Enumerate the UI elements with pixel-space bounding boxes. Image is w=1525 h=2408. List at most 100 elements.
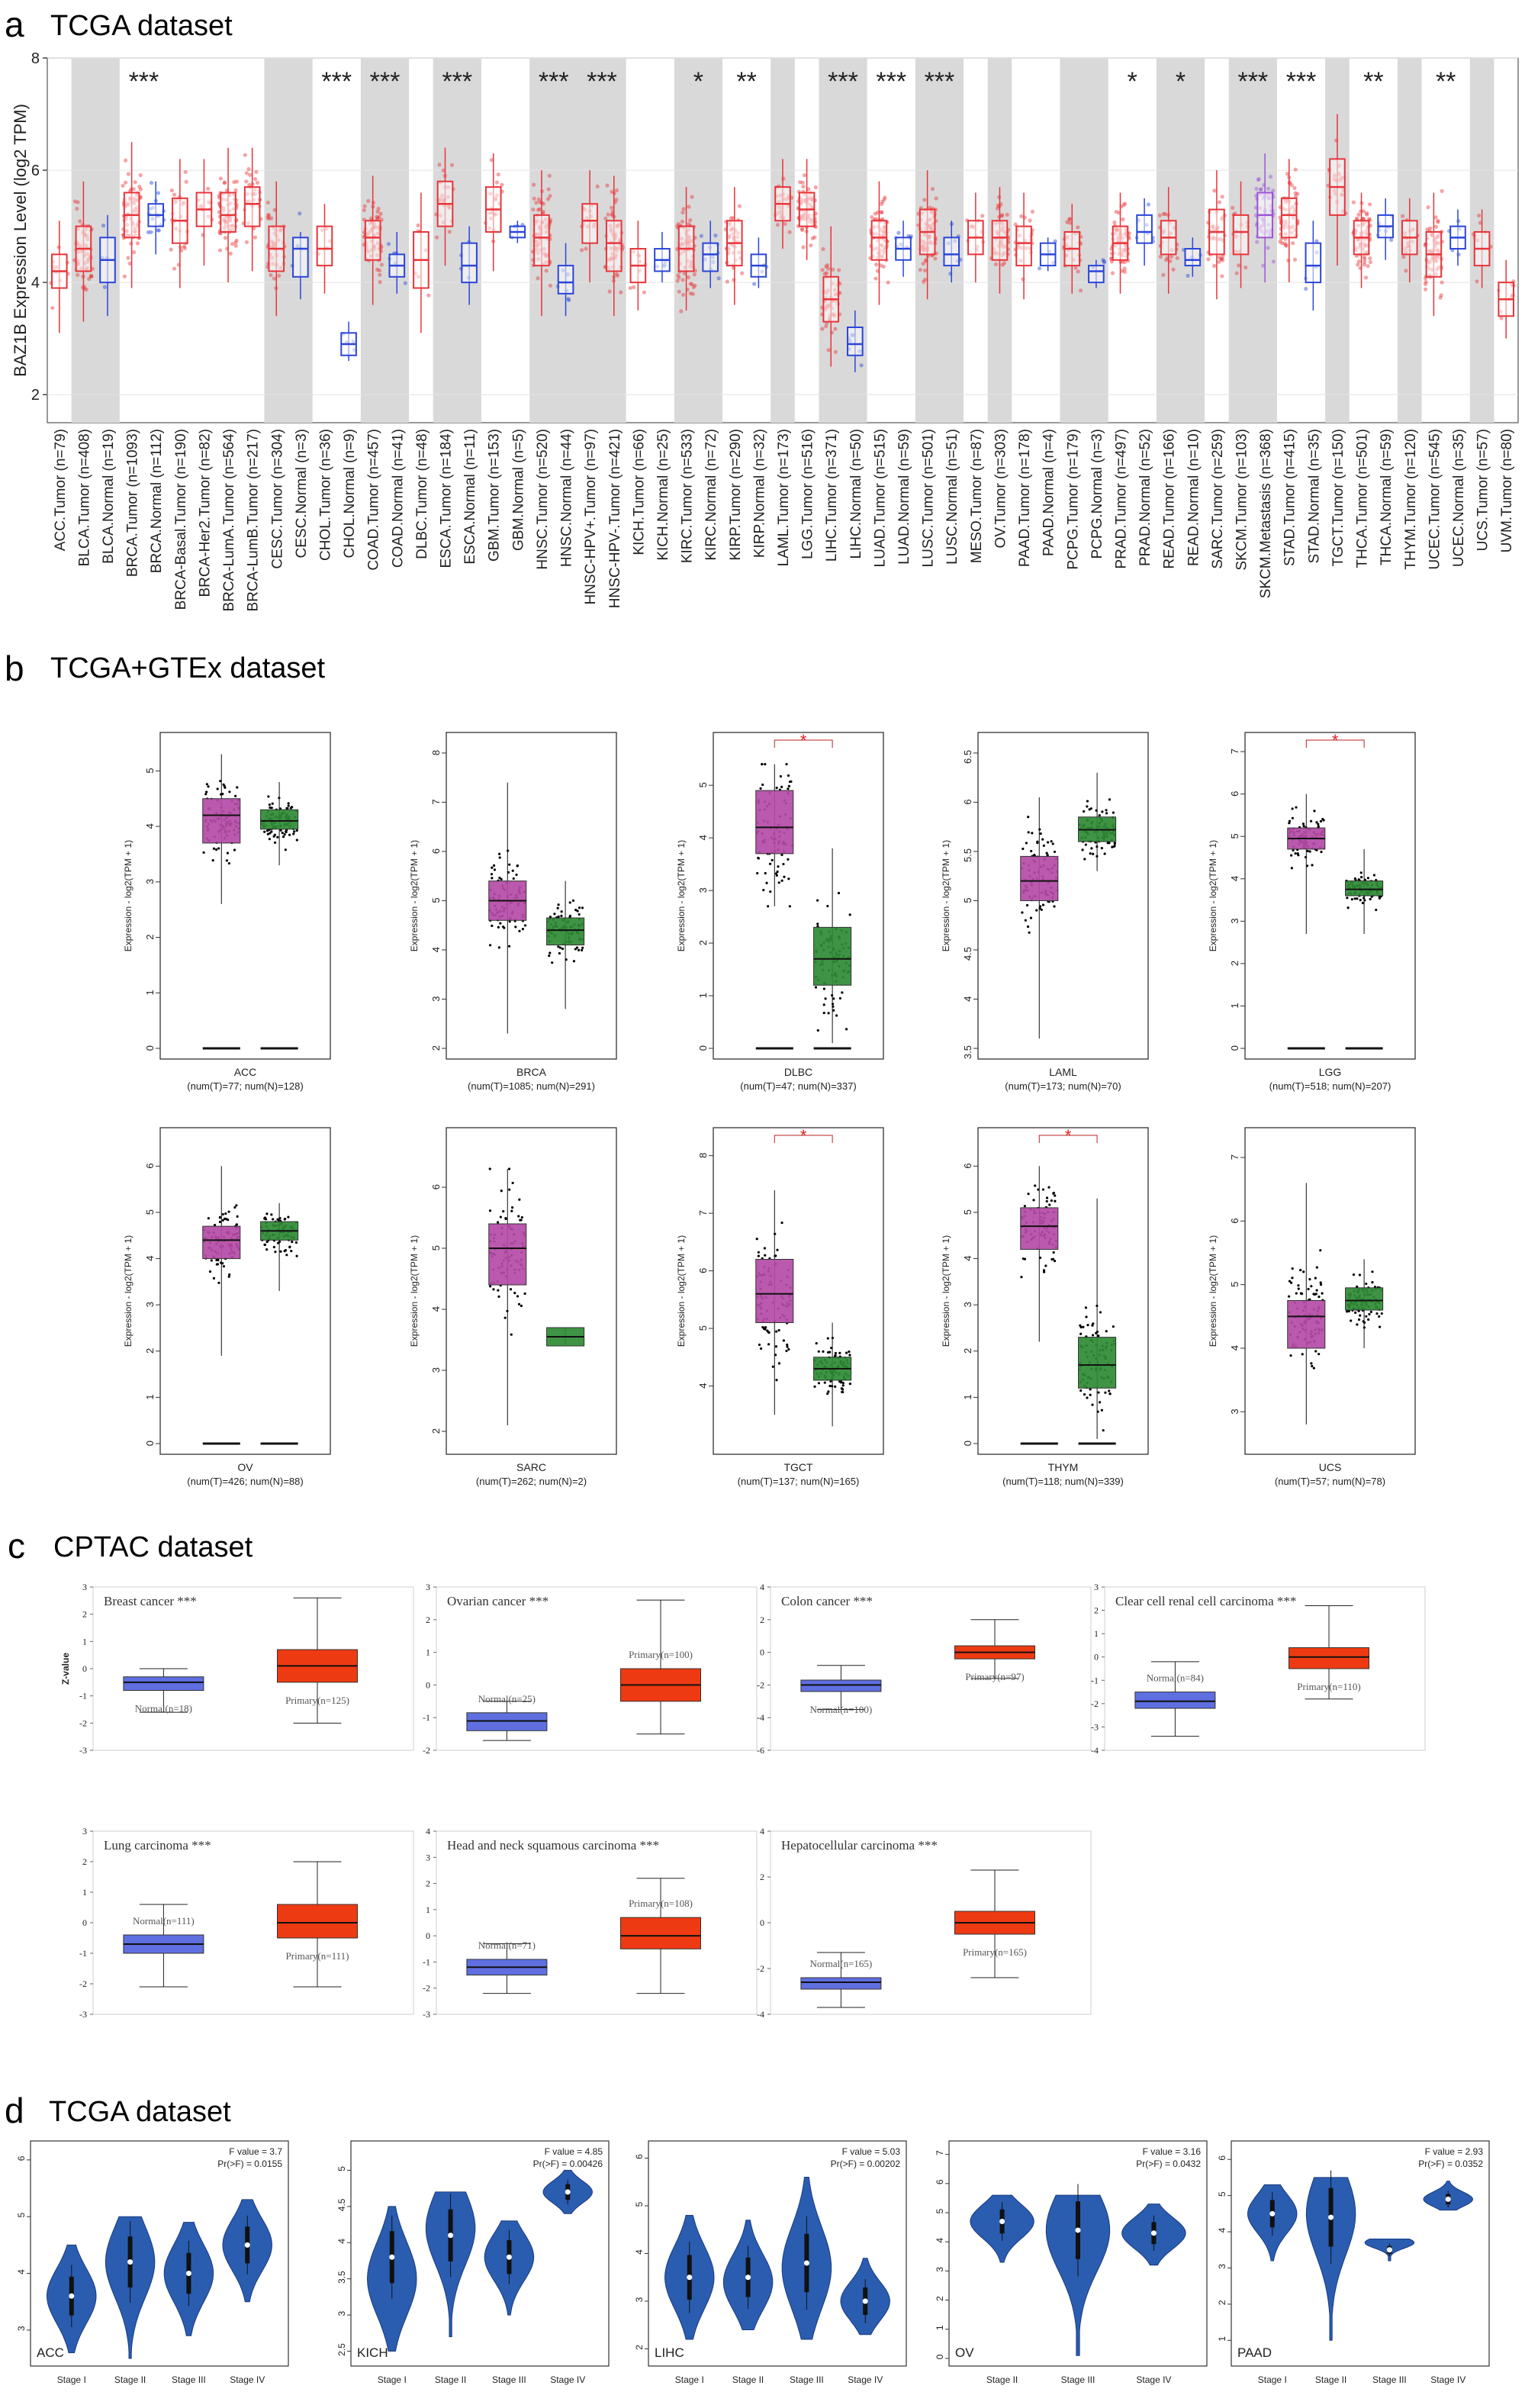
data-point — [1259, 187, 1263, 192]
x-tick-label: CHOL.Normal (n=9) — [342, 429, 358, 558]
x-tick-label: HNSC.Normal (n=44) — [559, 429, 575, 567]
y-tick-label: 3 — [1094, 1582, 1099, 1592]
data-point — [517, 1302, 521, 1305]
subplot-frame — [977, 732, 1149, 1060]
y-tick-label: -1 — [79, 1691, 87, 1701]
data-point — [1085, 1315, 1088, 1318]
data-point — [567, 298, 571, 302]
data-point — [1261, 263, 1266, 268]
data-point — [537, 207, 542, 211]
data-point — [494, 180, 500, 185]
data-point — [204, 793, 208, 796]
type-band — [433, 58, 481, 423]
y-tick-label: 4 — [426, 1826, 430, 1837]
data-point — [234, 794, 237, 797]
data-point — [1368, 256, 1372, 261]
data-point — [434, 235, 439, 240]
box — [847, 326, 864, 356]
data-point — [366, 198, 371, 203]
y-tick-label: 1 — [1094, 1628, 1099, 1639]
data-point — [1171, 267, 1176, 272]
data-point — [1045, 1199, 1048, 1203]
x-tick-label: PRAD.Tumor (n=497) — [1113, 429, 1129, 569]
data-point — [1271, 259, 1276, 264]
data-point — [1237, 263, 1241, 268]
data-point — [1050, 1199, 1053, 1202]
sample-count: (num(T)=57; num(N)=78) — [1275, 1476, 1385, 1487]
data-point — [815, 1341, 818, 1345]
data-point — [1023, 1205, 1026, 1208]
data-point — [980, 214, 985, 218]
data-point — [270, 1213, 273, 1216]
y-tick-label: -6 — [757, 1745, 764, 1756]
data-point — [1027, 1193, 1030, 1196]
data-point — [123, 158, 128, 163]
data-point — [831, 267, 835, 272]
data-point — [761, 762, 764, 766]
data-point — [1092, 852, 1095, 855]
data-point — [1039, 905, 1042, 908]
data-point — [918, 268, 922, 272]
data-point — [227, 1275, 230, 1278]
data-point — [235, 1204, 238, 1207]
data-point — [182, 244, 187, 249]
data-point — [516, 1295, 520, 1298]
data-point — [266, 213, 271, 217]
data-point — [572, 960, 576, 963]
data-point — [1112, 220, 1117, 225]
data-point — [1310, 1362, 1313, 1365]
data-point — [497, 1295, 500, 1298]
data-point — [558, 951, 561, 955]
data-point — [1428, 226, 1433, 230]
y-tick-label: 3 — [144, 879, 156, 884]
y-tick-label: 4 — [634, 2249, 645, 2255]
data-point — [1266, 246, 1270, 250]
violin-median — [185, 2271, 191, 2277]
box — [316, 225, 333, 267]
data-point — [881, 264, 886, 269]
data-point — [278, 807, 282, 810]
data-point — [265, 215, 270, 220]
significance-mark: ** — [736, 67, 756, 96]
panel-a-letter: a — [5, 5, 24, 44]
data-point — [1361, 217, 1366, 221]
data-point — [1456, 219, 1461, 224]
p-value: Pr(>F) = 0.00426 — [533, 2159, 603, 2169]
data-point — [1291, 1276, 1294, 1280]
data-point — [921, 261, 925, 266]
data-point — [221, 1218, 224, 1222]
data-point — [757, 1254, 760, 1257]
data-point — [1086, 1323, 1089, 1327]
data-point — [362, 204, 367, 208]
data-point — [511, 869, 514, 872]
significance-mark: *** — [587, 67, 617, 96]
gepia-subplot-sarc: 2 3 4 5 6 Expression - log2(TPM + 1) SARC (num(… — [409, 1127, 617, 1487]
data-point — [217, 847, 220, 850]
data-point — [228, 790, 231, 794]
data-point — [1086, 1396, 1089, 1399]
data-point — [122, 274, 127, 278]
box — [364, 220, 381, 261]
sample-count: (num(T)=1085; num(N)=291) — [468, 1080, 595, 1092]
data-point — [75, 206, 79, 211]
data-point — [1083, 858, 1086, 861]
x-tick-label: LIHC.Tumor (n=371) — [824, 429, 840, 562]
p-value: Pr(>F) = 0.0352 — [1418, 2159, 1483, 2169]
violin-subplot-kich: 2.5 3 3.5 4 4.5 5 F value = 4.85 Pr(>F) = 0.004… — [336, 2140, 610, 2385]
x-tick-label: KIRC.Tumor (n=533) — [680, 429, 696, 563]
y-tick-label: 2 — [426, 1878, 430, 1889]
data-point — [1021, 847, 1025, 851]
cancer-name: ACC — [234, 1066, 257, 1078]
data-point — [1089, 1388, 1092, 1391]
x-tick-label: LIHC.Normal (n=50) — [848, 429, 864, 559]
data-point — [1319, 819, 1323, 823]
y-axis-label: Expression - log2(TPM + 1) — [676, 1235, 687, 1347]
data-point — [830, 1347, 833, 1350]
box — [1136, 214, 1153, 244]
data-point — [1310, 1285, 1313, 1288]
panel-b-letter: b — [5, 649, 24, 688]
data-point — [1100, 847, 1103, 850]
data-point — [1037, 1188, 1040, 1191]
box-normal — [800, 1977, 882, 1990]
group-label: Normal(n=71) — [478, 1940, 536, 1951]
